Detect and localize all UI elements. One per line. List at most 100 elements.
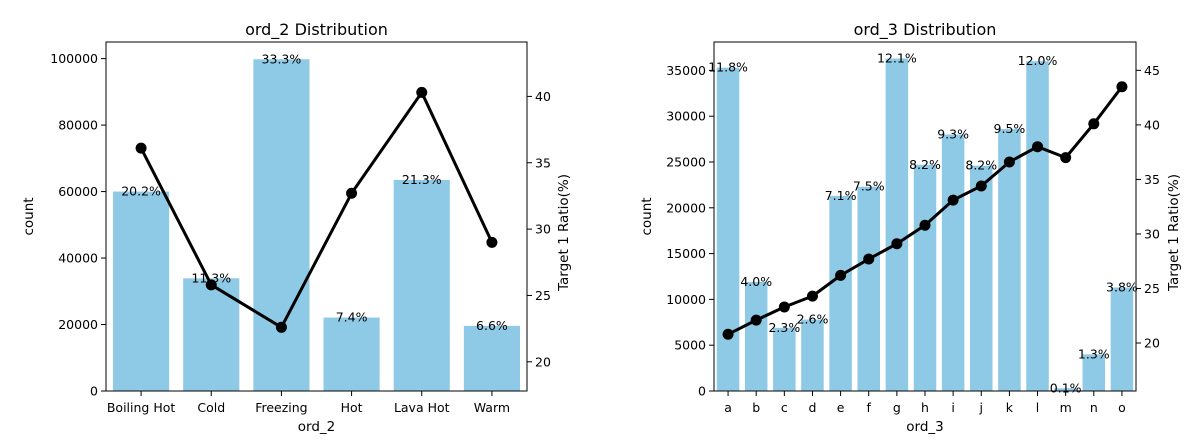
x-tick-label: i (951, 400, 954, 415)
plot-frame (105, 41, 528, 392)
bar (716, 67, 740, 392)
series-point (863, 253, 875, 265)
series-point (135, 142, 147, 154)
y2-tick-label: 40 (1144, 117, 1160, 132)
bar (113, 191, 170, 391)
bar (1082, 354, 1106, 391)
bar-percent-label: 9.3% (937, 127, 969, 142)
series-point (346, 187, 358, 199)
x-axis: a b c d e f g h i j k l m n o (724, 391, 1126, 415)
x-tick-label: l (1036, 400, 1039, 415)
bar (1026, 61, 1049, 392)
x-tick-label: k (1006, 400, 1014, 415)
x-axis-label: ord_3 (906, 419, 943, 435)
bar-percent-label: 6.6% (476, 318, 508, 333)
chart-2: 11.8% 4.0% 2.3%2.6% 7.1%7.5% 12.1% 8.2% 9.3% 8.… (639, 20, 1182, 435)
x-tick-label: h (921, 400, 929, 415)
bar (1110, 287, 1134, 391)
x-tick-label: o (1118, 400, 1126, 415)
x-tick-label: Freezing (255, 400, 307, 415)
bars (113, 59, 520, 391)
y2-tick-label: 20 (535, 354, 551, 369)
percent-labels: 20.2% 11.3% 33.3% 7.4% 21.3% 6.6% (121, 51, 508, 333)
y-tick-label: 0 (698, 384, 706, 399)
bar-percent-label: 7.4% (336, 310, 368, 325)
bar (998, 129, 1021, 391)
y2-axis-label: Target 1 Ratio(%) (1166, 174, 1182, 292)
x-tick-label: Cold (197, 400, 225, 415)
x-tick-label: Boiling Hot (107, 400, 176, 415)
y2-axis-label: Target 1 Ratio(%) (556, 174, 572, 292)
bar (323, 317, 380, 391)
y2-tick-label: 40 (535, 89, 551, 104)
bar-percent-label: 1.3% (1078, 346, 1110, 361)
bar (970, 165, 993, 391)
x-tick-label: Hot (341, 400, 363, 415)
x-tick-label: m (1060, 400, 1072, 415)
x-tick-label: Lava Hot (394, 400, 450, 415)
y-tick-label: 80000 (58, 118, 98, 133)
bar-percent-label: 8.2% (909, 157, 941, 172)
y2-tick-label: 25 (535, 288, 551, 303)
y-tick-label: 35000 (666, 63, 706, 78)
y-tick-label: 30000 (666, 109, 706, 124)
x-axis: Boiling Hot Cold Freezing Hot Lava Hot Warm (107, 391, 510, 415)
bar-percent-label: 7.1% (825, 188, 857, 203)
bar (829, 195, 852, 391)
y-tick-label: 20000 (666, 200, 706, 215)
percent-labels: 11.8% 4.0% 2.3%2.6% 7.1%7.5% 12.1% 8.2% 9.3% 8.… (708, 50, 1138, 395)
plot-frame (713, 41, 1137, 392)
series-point (1060, 152, 1072, 164)
bar-percent-label: 9.5% (994, 121, 1026, 136)
series-point (722, 328, 734, 340)
bar-percent-label: 2.3% (768, 320, 800, 335)
bar-percent-label: 4.0% (740, 274, 772, 289)
y-tick-label: 40000 (58, 251, 98, 266)
bar (857, 186, 880, 391)
series-point (205, 279, 217, 291)
bar-percent-label: 33.3% (262, 51, 302, 66)
series-point (750, 314, 762, 326)
chart-1: 20.2% 11.3% 33.3% 7.4% 21.3% 6.6% 0 20000 40000 6… (21, 20, 572, 435)
y2-tick-label: 20 (1144, 336, 1160, 351)
bar-percent-label: 21.3% (402, 172, 442, 187)
bar (913, 164, 937, 391)
series-point (1003, 156, 1015, 168)
bar (463, 325, 520, 391)
bar (941, 134, 965, 391)
y2-tick-label: 25 (1144, 281, 1160, 296)
series-point (947, 194, 959, 206)
chart-title: ord_2 Distribution (245, 20, 388, 40)
y-tick-label: 15000 (666, 246, 706, 261)
series-point (835, 269, 847, 281)
y-axis-label: count (639, 197, 655, 235)
series-point (1116, 81, 1128, 93)
y-axis-label: count (21, 197, 37, 235)
bar (744, 281, 768, 391)
bar-percent-label: 8.2% (965, 158, 997, 173)
series-point (778, 301, 790, 313)
bar (393, 179, 450, 391)
bar-percent-label: 12.1% (877, 50, 917, 65)
x-tick-label: f (867, 400, 872, 415)
target-ratio-series (135, 86, 498, 333)
y-tick-label: 10000 (666, 292, 706, 307)
y-tick-label: 100000 (50, 51, 98, 66)
series-point (891, 238, 903, 250)
bar-percent-label: 7.5% (853, 179, 885, 194)
y-axis-left: 0 20000 40000 60000 80000 100000 (50, 51, 106, 399)
y-tick-label: 60000 (58, 184, 98, 199)
series-point (1032, 141, 1044, 153)
series-point (1088, 118, 1100, 130)
y2-tick-label: 45 (1144, 63, 1160, 78)
y-tick-label: 5000 (674, 338, 706, 353)
y2-tick-label: 35 (1144, 172, 1160, 187)
bar (1054, 388, 1077, 391)
y2-tick-label: 30 (1144, 226, 1160, 241)
series-point (416, 86, 428, 98)
y-tick-label: 25000 (666, 154, 706, 169)
bar (885, 58, 909, 392)
bar (801, 319, 824, 391)
x-tick-label: n (1090, 400, 1098, 415)
x-tick-label: c (781, 400, 788, 415)
